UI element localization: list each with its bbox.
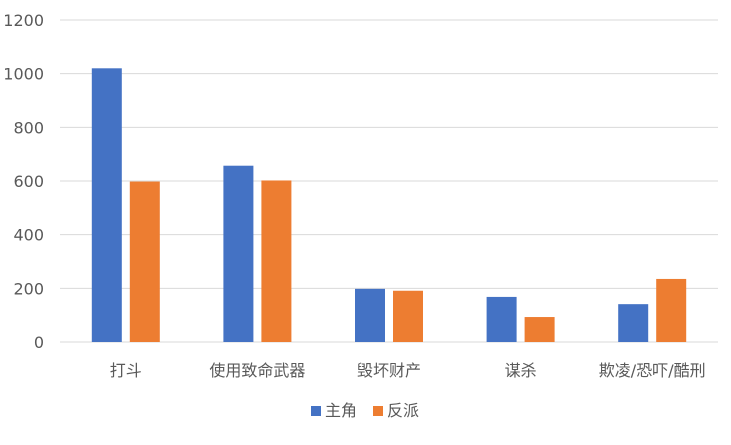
legend-label: 反派 (387, 401, 419, 420)
bar-antagonist (393, 290, 423, 342)
y-tick-label: 1000 (3, 65, 44, 84)
x-axis-labels: 打斗 使用致命武器 毁坏财产 谋杀 欺凌/恐吓/酷刑 (110, 361, 706, 380)
y-tick-label: 200 (13, 279, 44, 298)
bar-antagonist (261, 180, 292, 342)
bar-protagonist (223, 165, 254, 342)
x-category-label: 使用致命武器 (209, 361, 305, 380)
y-tick-label: 1200 (3, 11, 44, 30)
bar-protagonist (91, 68, 122, 343)
y-tick-label: 0 (34, 333, 44, 352)
gridlines (60, 19, 718, 343)
bar-protagonist (486, 296, 517, 342)
legend: 主角 反派 (311, 401, 419, 420)
bar-antagonist (129, 181, 160, 342)
bars (91, 68, 687, 343)
y-tick-label: 800 (13, 118, 44, 137)
x-category-label: 谋杀 (505, 361, 537, 380)
x-category-label: 打斗 (110, 361, 142, 380)
y-axis-ticks: 0 200 400 600 800 1000 1200 (3, 11, 44, 352)
bar-antagonist (524, 317, 555, 342)
legend-swatch (373, 406, 383, 416)
y-tick-label: 600 (13, 172, 44, 191)
x-category-label: 毁坏财产 (357, 361, 421, 380)
x-category-label: 欺凌/恐吓/酷刑 (599, 361, 706, 380)
bar-antagonist (656, 278, 687, 342)
y-tick-label: 400 (13, 226, 44, 245)
bar-protagonist (355, 288, 385, 342)
legend-label: 主角 (325, 401, 357, 420)
bar-protagonist (618, 304, 649, 342)
legend-swatch (311, 406, 321, 416)
